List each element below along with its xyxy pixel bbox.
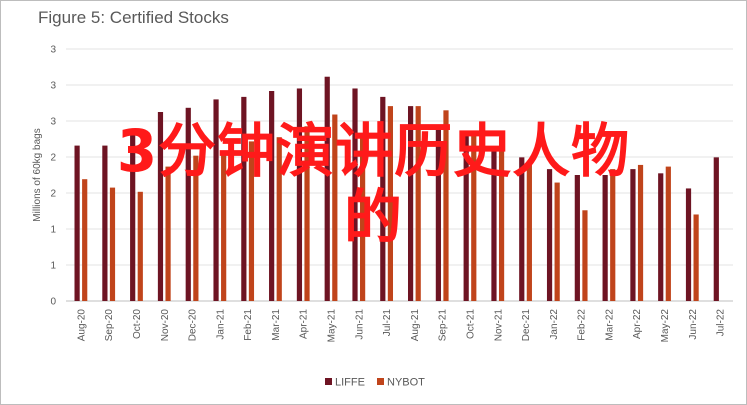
- y-tick-label: 2: [50, 153, 56, 164]
- y-tick-label: 3: [50, 45, 56, 56]
- bar-liffe: [658, 173, 664, 301]
- x-tick-label: Nov-20: [160, 309, 171, 342]
- x-tick-label: Feb-22: [577, 309, 588, 341]
- bar-nybot: [471, 132, 477, 301]
- bar-liffe: [269, 91, 275, 301]
- bar-nybot: [276, 137, 282, 301]
- bar-nybot: [304, 126, 310, 301]
- bar-nybot: [665, 166, 671, 301]
- y-tick-label: 3: [50, 81, 56, 92]
- bar-nybot: [610, 169, 616, 301]
- bar-liffe: [241, 96, 247, 301]
- bar-liffe: [324, 76, 330, 301]
- bar-nybot: [526, 160, 532, 301]
- x-tick-label: May-21: [327, 309, 338, 343]
- x-tick-label: Jun-21: [354, 309, 365, 340]
- bar-liffe: [491, 146, 497, 301]
- bar-liffe: [630, 169, 636, 301]
- y-tick-label: 1: [50, 261, 56, 272]
- bar-liffe: [352, 88, 358, 301]
- bar-nybot: [82, 179, 88, 301]
- bar-nybot: [221, 154, 227, 301]
- legend-swatch-liffe: [325, 378, 332, 385]
- bar-nybot: [498, 137, 505, 301]
- x-tick-label: Sep-20: [104, 309, 115, 342]
- bar-liffe: [157, 112, 164, 301]
- bar-liffe: [574, 175, 580, 301]
- x-tick-label: Mar-22: [604, 309, 615, 341]
- bar-liffe: [185, 107, 191, 301]
- x-tick-label: Apr-21: [299, 309, 310, 339]
- bar-nybot: [165, 166, 171, 301]
- y-axis-label: Millions of 60kg bags: [32, 128, 43, 221]
- x-tick-label: Jul-21: [382, 309, 393, 337]
- bar-liffe: [685, 188, 692, 301]
- bar-liffe: [407, 106, 414, 302]
- x-tick-label: Oct-20: [132, 309, 143, 339]
- bar-nybot: [360, 134, 366, 301]
- legend-swatch-nybot: [377, 378, 384, 385]
- x-tick-label: Jan-22: [549, 309, 560, 340]
- x-tick-label: Jan-21: [215, 309, 226, 340]
- overlay-line-2: 的: [343, 183, 403, 251]
- bar-nybot: [693, 214, 699, 301]
- x-tick-label: Dec-21: [521, 309, 532, 342]
- bar-nybot: [554, 182, 560, 301]
- legend-label-nybot: NYBOT: [387, 377, 425, 389]
- bar-nybot: [637, 164, 644, 301]
- x-tick-label: May-22: [660, 309, 671, 343]
- bar-liffe: [213, 99, 219, 302]
- x-tick-label: Aug-21: [410, 309, 421, 342]
- x-tick-label: Feb-21: [243, 309, 254, 341]
- x-tick-label: Nov-21: [493, 309, 504, 342]
- x-tick-label: Jun-22: [688, 309, 699, 340]
- y-tick-label: 1: [50, 225, 56, 236]
- bar-nybot: [332, 114, 338, 302]
- bar-liffe: [130, 128, 136, 301]
- bar-liffe: [546, 169, 553, 301]
- chart-title: Figure 5: Certified Stocks: [38, 8, 229, 27]
- bar-nybot: [248, 141, 255, 301]
- x-tick-label: Apr-22: [632, 309, 643, 339]
- y-tick-label: 0: [50, 297, 56, 308]
- overlay-line-1: 3分钟演讲历史人物: [116, 117, 631, 185]
- x-tick-label: Jul-22: [716, 309, 727, 337]
- x-tick-label: Oct-21: [465, 309, 476, 339]
- x-tick-label: Dec-20: [188, 309, 199, 342]
- bar-nybot: [109, 187, 116, 301]
- bar-liffe: [380, 96, 386, 301]
- x-tick-label: Sep-21: [438, 309, 449, 342]
- bar-liffe: [713, 157, 719, 301]
- bar-liffe: [296, 88, 303, 301]
- bar-nybot: [193, 155, 199, 301]
- watermark-overlay: 3分钟演讲历史人物 的: [0, 118, 747, 250]
- bar-liffe: [602, 175, 608, 301]
- bar-liffe: [74, 145, 80, 301]
- x-tick-label: Aug-20: [76, 309, 87, 342]
- x-tick-label: Mar-21: [271, 309, 282, 341]
- bar-nybot: [387, 106, 394, 302]
- legend-label-liffe: LIFFE: [335, 377, 365, 389]
- bar-liffe: [463, 134, 469, 301]
- bar-nybot: [582, 210, 588, 301]
- y-tick-label: 3: [50, 117, 56, 128]
- bar-nybot: [137, 191, 143, 301]
- bar-nybot: [443, 110, 449, 301]
- bar-liffe: [519, 157, 525, 301]
- bar-liffe: [435, 124, 441, 301]
- bar-liffe: [102, 145, 108, 301]
- bar-nybot: [415, 106, 421, 302]
- y-tick-label: 2: [50, 189, 56, 200]
